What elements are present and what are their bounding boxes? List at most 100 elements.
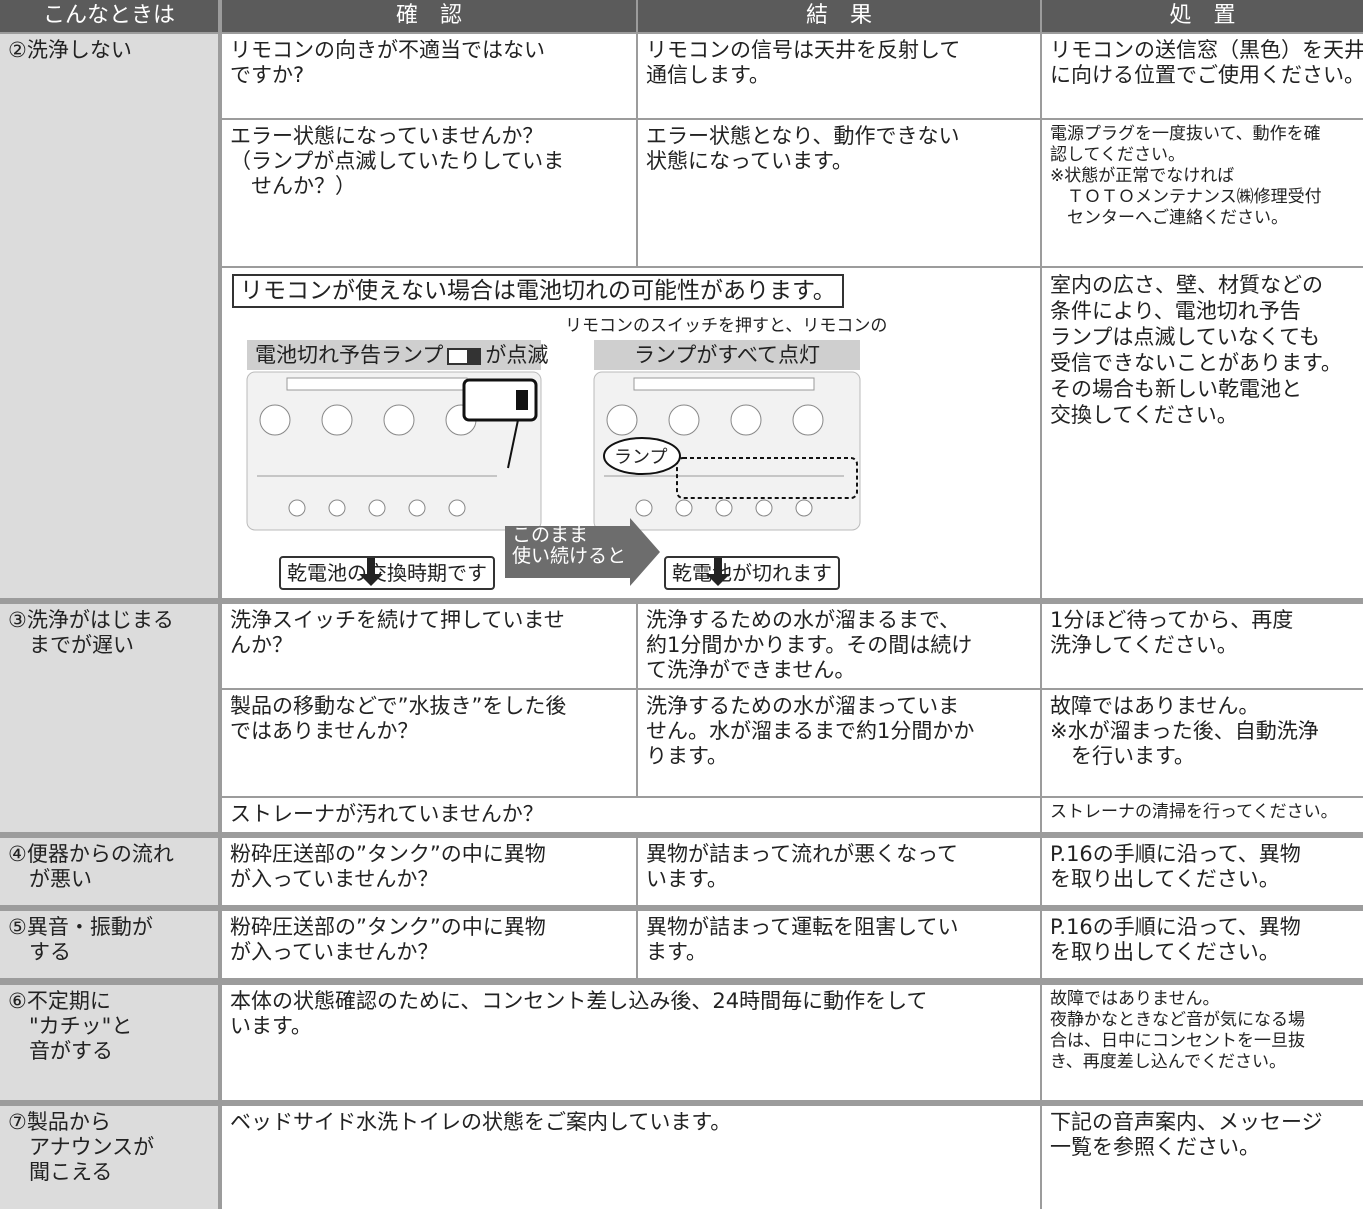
text-line: 粉砕圧送部の”タンク”の中に異物 (230, 915, 546, 939)
text-line: ですか? (230, 63, 305, 87)
illustration-part (676, 457, 858, 499)
illustration-part (448, 499, 466, 517)
illustration-part (603, 437, 681, 475)
symptom-cell: ②洗浄しない (0, 34, 218, 598)
text-line: せん。水が溜まるまで約1分間かか (646, 719, 975, 743)
text-line: ⑥不定期に (8, 989, 111, 1013)
text-line: ストレーナの清掃を行ってください。 (1050, 802, 1338, 822)
text-line: を取り出してください。 (1050, 940, 1280, 964)
lamp-label: 電池切れ予告ランプ が点滅 (247, 340, 548, 370)
text-line: 使い続けると (512, 545, 627, 567)
lamp-label: ランプがすべて点灯 (594, 340, 860, 370)
text-line: 条件により、電池切れ予告 (1050, 299, 1301, 323)
illustration-part (668, 404, 700, 436)
illustration-part (755, 499, 773, 517)
symptom-cell: ④便器からの流れ が悪い (0, 838, 218, 905)
illustration-part (408, 499, 426, 517)
lamp-label-tail: が点滅 (485, 343, 549, 367)
illustration-part (359, 558, 383, 586)
check-cell: ベッドサイド水洗トイレの状態をご案内しています。 (222, 1106, 1040, 1209)
text-line: エラー状態になっていませんか？ (230, 124, 544, 148)
text-line: 認してください。 (1050, 145, 1185, 165)
bubble: ランプ (614, 447, 668, 468)
result-box: 乾電池の交換時期です (279, 556, 495, 590)
text-line: 聞こえる (29, 1160, 113, 1184)
text-line: ⑤異音・振動が (8, 915, 153, 939)
text-line: P.16の手順に沿って、異物 (1050, 842, 1301, 866)
illustration-part (593, 371, 861, 531)
text-line: エラー状態となり、動作できない (646, 124, 960, 148)
text-line: このまま (512, 524, 589, 546)
action-cell: P.16の手順に沿って、異物 を取り出してください。 (1042, 911, 1363, 978)
check-cell: 本体の状態確認のために、コンセント差し込み後、24時間毎に動作をして います。 (222, 985, 1040, 1100)
text-line: ※水が溜まった後、自動洗浄 (1050, 719, 1319, 743)
check-cell: ストレーナが汚れていませんか？ (222, 798, 1040, 832)
text-line: 電源プラグを一度抜いて、動作を確 (1050, 124, 1321, 144)
text-line: を行います。 (1050, 744, 1195, 768)
text-line: ⑦製品から (8, 1110, 111, 1134)
result-cell: 異物が詰まって運転を阻害してい ます。 (638, 911, 1040, 978)
action-cell: 故障ではありません。 ※水が溜まった後、自動洗浄 を行います。 (1042, 690, 1363, 796)
text-line: ④便器からの流れ (8, 842, 174, 866)
text-line: 洗浄スイッチを続けて押していませ (230, 608, 565, 632)
text-line: 粉砕圧送部の”タンク”の中に異物 (230, 842, 546, 866)
text-line: が入っていませんか？ (230, 867, 439, 891)
action-cell: 故障ではありません。 夜静かなときなど音が気になる場 合は、日中にコンセントを一旦抜… (1042, 985, 1363, 1100)
text-line: ます。 (646, 940, 707, 964)
action-cell: P.16の手順に沿って、異物 を取り出してください。 (1042, 838, 1363, 905)
text-line: 下記の音声案内、メッセージ (1050, 1110, 1323, 1134)
text-line: 音がする (29, 1039, 113, 1063)
text-line: が悪い (29, 867, 92, 891)
text-line: ※状態が正常でなければ (1050, 166, 1235, 186)
illustration-part (730, 404, 762, 436)
text-line: 洗浄するための水が溜まっていま (646, 694, 960, 718)
check-cell: エラー状態になっていませんか？ （ランプが点滅していたりしていま せんか？） (222, 120, 636, 266)
text-line: ります。 (646, 744, 728, 768)
text-line: 1分ほど待ってから、再度 (1050, 608, 1294, 632)
text-line: リモコンの信号は天井を反射して (646, 38, 961, 62)
text-line: 室内の広さ、壁、材質などの (1050, 273, 1323, 297)
text-line: に向ける位置でご使用ください。 (1050, 63, 1363, 87)
text-line: （ランプが点滅していたりしていま (230, 149, 565, 173)
illustration-part (368, 499, 386, 517)
illustration-part (633, 377, 815, 391)
notice-cell: リモコンが使えない場合は電池切れの可能性があります。 リモコンのスイッチを押すと、… (222, 268, 1040, 598)
text-line: を取り出してください。 (1050, 867, 1280, 891)
result-cell: 異物が詰まって流れが悪くなって います。 (638, 838, 1040, 905)
text-line: 洗浄してください。 (1050, 633, 1238, 657)
text-line: ＴＯＴＯメンテナンス㈱修理受付 (1050, 187, 1322, 207)
illustration-part (516, 390, 528, 410)
text-line: "カチッ"と (29, 1014, 133, 1038)
illustration-part (675, 499, 693, 517)
illustration-part (286, 377, 468, 391)
text-line: います。 (646, 867, 728, 891)
text-line: 通信します。 (646, 63, 770, 87)
illustration-part (715, 499, 733, 517)
battery-icon (447, 347, 482, 365)
text-line: 故障ではありません。 (1050, 694, 1260, 718)
illustration-part (505, 518, 660, 586)
text-line: 合は、日中にコンセントを一旦抜 (1050, 1031, 1305, 1051)
text-line: ③洗浄がはじまる (8, 608, 174, 632)
check-cell: 洗浄スイッチを続けて押していませ んか？ (222, 604, 636, 688)
text-line: ストレーナが汚れていませんか？ (230, 802, 544, 826)
text-line: せんか？） (230, 174, 356, 198)
header-cell: 結 果 (638, 0, 1040, 32)
text-line: います。 (230, 1014, 312, 1038)
text-line: する (29, 940, 71, 964)
result-cell: 洗浄するための水が溜まるまで、 約1分間かかります。その間は続け て洗浄ができません… (638, 604, 1040, 688)
action-cell: ストレーナの清掃を行ってください。 (1042, 798, 1363, 832)
remote-illustrations (246, 371, 861, 586)
text-line: リモコンの送信窓（黒色）を天井 (1050, 38, 1363, 62)
header-cell: こんなときは (0, 0, 218, 32)
text-line: 製品の移動などで”水抜き”をした後 (230, 694, 567, 718)
illustration-part (635, 499, 653, 517)
text-line: リモコンの向きが不適当ではない (230, 38, 545, 62)
action-cell: リモコンの送信窓（黒色）を天井 に向ける位置でご使用ください。 (1042, 34, 1363, 118)
result-cell: リモコンの信号は天井を反射して 通信します。 (638, 34, 1040, 118)
illustration-part (383, 404, 415, 436)
caption: リモコンのスイッチを押すと、リモコンの (565, 316, 888, 336)
header-cell: 確 認 (222, 0, 636, 32)
text-line: 交換してください。 (1050, 403, 1238, 427)
